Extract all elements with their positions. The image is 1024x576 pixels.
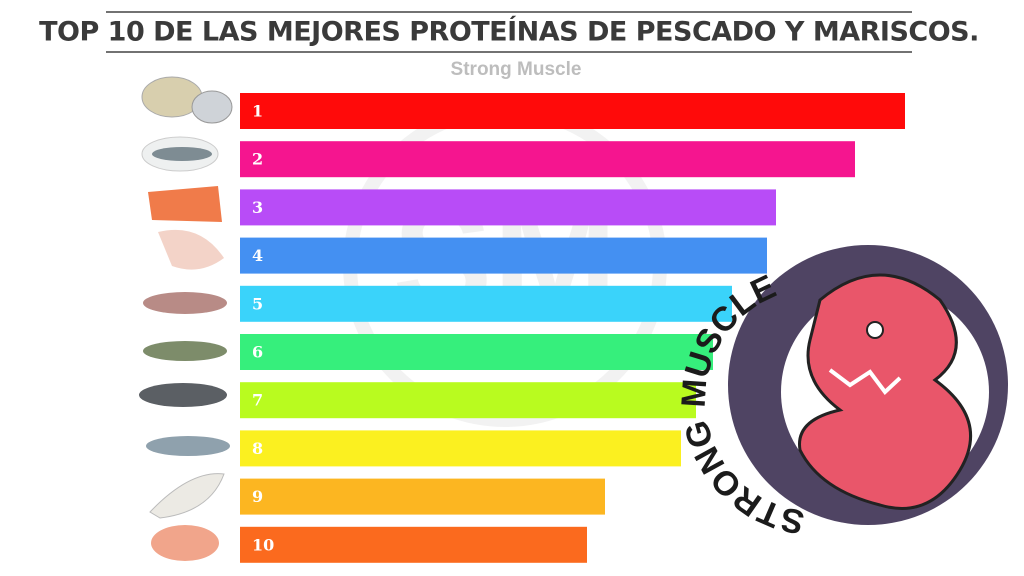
- bar: [240, 237, 767, 274]
- bars: 1 2 3 4 5 6 7 8 9 10: [240, 93, 905, 563]
- icon-salmon: [148, 186, 222, 222]
- bar-label: 5: [252, 294, 263, 313]
- icon-fillet: [158, 229, 224, 270]
- chart-title: TOP 10 DE LAS MEJORES PROTEÍNAS DE PESCA…: [39, 16, 979, 48]
- bar: [240, 93, 905, 129]
- bar: [240, 189, 776, 226]
- bar-label: 6: [252, 343, 263, 362]
- bar: [240, 526, 587, 563]
- bar-label: 9: [252, 487, 263, 506]
- icon-sardine-fish: [152, 147, 212, 161]
- bar: [240, 334, 713, 370]
- bar: [240, 478, 605, 515]
- bar-label: 2: [252, 150, 263, 169]
- chart-subtitle: Strong Muscle: [451, 59, 582, 80]
- icon-trout: [143, 292, 227, 314]
- icon-mahi: [143, 341, 227, 361]
- bar-label: 4: [252, 246, 263, 265]
- icon-shrimp: [151, 525, 219, 561]
- bar-label: 3: [252, 198, 263, 217]
- bar: [240, 285, 732, 322]
- icon-can-lid: [191, 90, 233, 124]
- icon-catfish: [139, 383, 227, 407]
- bar: [240, 141, 855, 178]
- bar: [240, 430, 681, 467]
- bar-label: 7: [252, 391, 263, 410]
- logo-teeth: [828, 368, 902, 395]
- bar-label: 1: [252, 102, 263, 121]
- icon-mackerel: [146, 436, 230, 456]
- bar-label: 8: [252, 439, 263, 458]
- icon-white-fish: [149, 473, 225, 519]
- bar: [240, 382, 696, 419]
- food-icons: [139, 76, 233, 561]
- logo-eye: [866, 321, 884, 339]
- bar-label: 10: [252, 535, 274, 554]
